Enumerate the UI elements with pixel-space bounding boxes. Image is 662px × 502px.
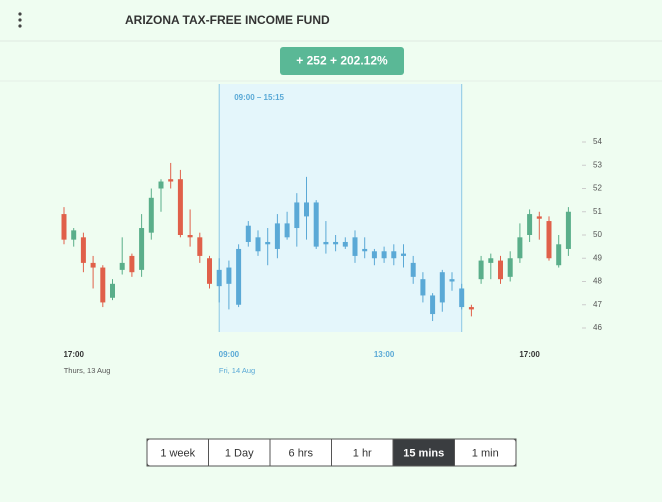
tab-label[interactable]: 1 hr [353, 447, 372, 459]
candle-body [110, 283, 115, 298]
candle-body [371, 251, 377, 259]
candle-body [420, 279, 426, 296]
tab-button[interactable] [454, 438, 517, 467]
candle-body [129, 255, 135, 273]
x-tick-label: 17:00 [519, 350, 540, 359]
candle-body [478, 260, 484, 280]
tab-label[interactable]: 6 hrs [289, 447, 314, 459]
x-tick-label: 09:00 [219, 350, 240, 359]
candle-body [148, 197, 154, 233]
candle-body [527, 214, 533, 235]
candle-body [352, 237, 358, 256]
candle-body [430, 295, 436, 315]
menu-button[interactable] [18, 12, 22, 28]
candle-body [342, 241, 348, 247]
candle-body [546, 221, 552, 259]
candle-body [284, 223, 290, 238]
chart: 09:00 – 15:15 46 47 48 49 50 51 52 53 54 17:00 Thur… [61, 84, 602, 375]
candle-body [197, 237, 203, 256]
candle-body [207, 258, 212, 284]
candle-body [304, 202, 309, 217]
date-label: Fri, 14 Aug [219, 366, 255, 375]
y-tick-label: 54 [593, 137, 602, 146]
y-tick-label: 53 [593, 160, 602, 169]
change-badge [280, 47, 404, 75]
y-tick-label: 52 [593, 184, 602, 193]
y-tick-label: 47 [593, 300, 602, 309]
x-tick-label: 17:00 [63, 350, 84, 359]
y-tick-label: 49 [593, 253, 602, 262]
candle-body [391, 251, 397, 259]
candle-body [158, 181, 164, 189]
candle-body [71, 230, 77, 240]
candle-body [187, 235, 193, 238]
candle-body [323, 241, 329, 245]
tab-label[interactable]: 1 Day [225, 447, 254, 459]
candle-body [556, 244, 562, 266]
tab-label[interactable]: 1 min [472, 447, 499, 459]
candle-body [381, 251, 387, 259]
candle-body [488, 258, 494, 263]
selection-label: 09:00 – 15:15 [234, 93, 284, 102]
date-label: Thurs, 13 Aug [64, 366, 111, 375]
candle-body [226, 267, 232, 284]
y-tick-label: 51 [593, 207, 602, 216]
candle-body [90, 262, 96, 268]
tab-label[interactable]: 1 week [160, 447, 195, 459]
candle-body [507, 258, 513, 277]
candle-body [468, 307, 474, 310]
x-tick-label: 13:00 [374, 350, 395, 359]
candle-body [177, 179, 183, 235]
y-tick-label: 48 [593, 277, 602, 286]
candle-body [517, 237, 523, 259]
candle-body [459, 288, 465, 308]
candle-body [61, 214, 67, 240]
page-title: ARIZONA TAX-FREE INCOME FUND [125, 13, 330, 27]
candle-body [401, 253, 406, 256]
candle-body [168, 179, 174, 182]
candle-body [255, 237, 261, 252]
candle-body [139, 228, 145, 270]
candle-body [294, 202, 300, 229]
candle-body [119, 262, 125, 270]
candle-body [536, 216, 542, 219]
candle-body [236, 248, 242, 305]
candle-body [410, 262, 416, 277]
candle-body [498, 260, 503, 280]
timeframe-tabs: 1 week 1 Day 6 hrs 1 hr 15 mins 1 min [146, 438, 517, 467]
candle-body [100, 267, 106, 303]
candle-body [216, 269, 222, 287]
change-text: + 252 + 202.12% [296, 54, 388, 68]
candle-body [449, 279, 455, 282]
candle-body [333, 241, 339, 245]
y-tick-label: 46 [593, 323, 602, 332]
candle-body [313, 202, 319, 247]
candle-body [439, 272, 445, 303]
candle-body [265, 241, 271, 245]
candle-body [274, 223, 280, 249]
candle-body [80, 237, 86, 263]
candle-body [565, 211, 571, 249]
tab-label[interactable]: 15 mins [403, 447, 444, 459]
y-tick-label: 50 [593, 230, 602, 239]
candle-body [362, 248, 368, 252]
candle-body [245, 225, 251, 242]
